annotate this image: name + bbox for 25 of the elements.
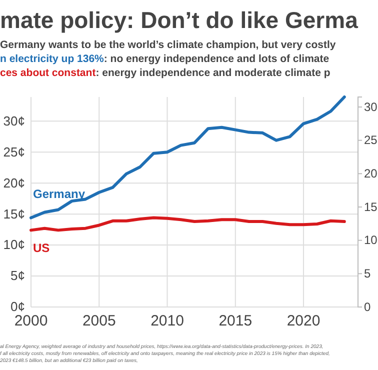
line-series bbox=[30, 96, 346, 220]
y2-tick-label: 0 bbox=[364, 300, 371, 314]
series-label: Germany bbox=[33, 186, 86, 201]
y-tick-label: 25¢ bbox=[3, 144, 25, 160]
chart-subtitle: Germany wants to be the world’s climate champion, but very costly n electricity up 136%: no energy independence and lots of climate ces about constant: energy independence and moderate climate p bbox=[0, 39, 336, 79]
x-tick-label: 2005 bbox=[82, 312, 116, 330]
series-label: US bbox=[33, 241, 50, 256]
y2-tick-label: 5 bbox=[364, 266, 371, 281]
y2-tick-label: 25 bbox=[364, 133, 378, 148]
x-tick-label: 2015 bbox=[218, 312, 252, 330]
y2-tick-label: 10 bbox=[364, 233, 378, 248]
x-tick-label: 2010 bbox=[150, 312, 184, 330]
y2-tick-label: 20 bbox=[364, 166, 378, 181]
y-tick-label: 0¢ bbox=[10, 299, 25, 314]
y2-tick-label: 15 bbox=[364, 200, 378, 214]
x-tick-label: 2000 bbox=[14, 312, 48, 330]
line-series bbox=[30, 216, 346, 232]
y-tick-label: 5¢ bbox=[10, 268, 25, 284]
y-tick-label: 30¢ bbox=[3, 113, 25, 128]
y-tick-label: 15¢ bbox=[3, 206, 25, 222]
y-tick-label: 10¢ bbox=[3, 237, 25, 252]
y2-tick-label: 30 bbox=[364, 100, 378, 114]
chart-title: mate policy: Don’t do like Germa bbox=[0, 7, 358, 33]
y-tick-label: 20¢ bbox=[3, 175, 25, 190]
x-tick-label: 2020 bbox=[286, 312, 320, 330]
